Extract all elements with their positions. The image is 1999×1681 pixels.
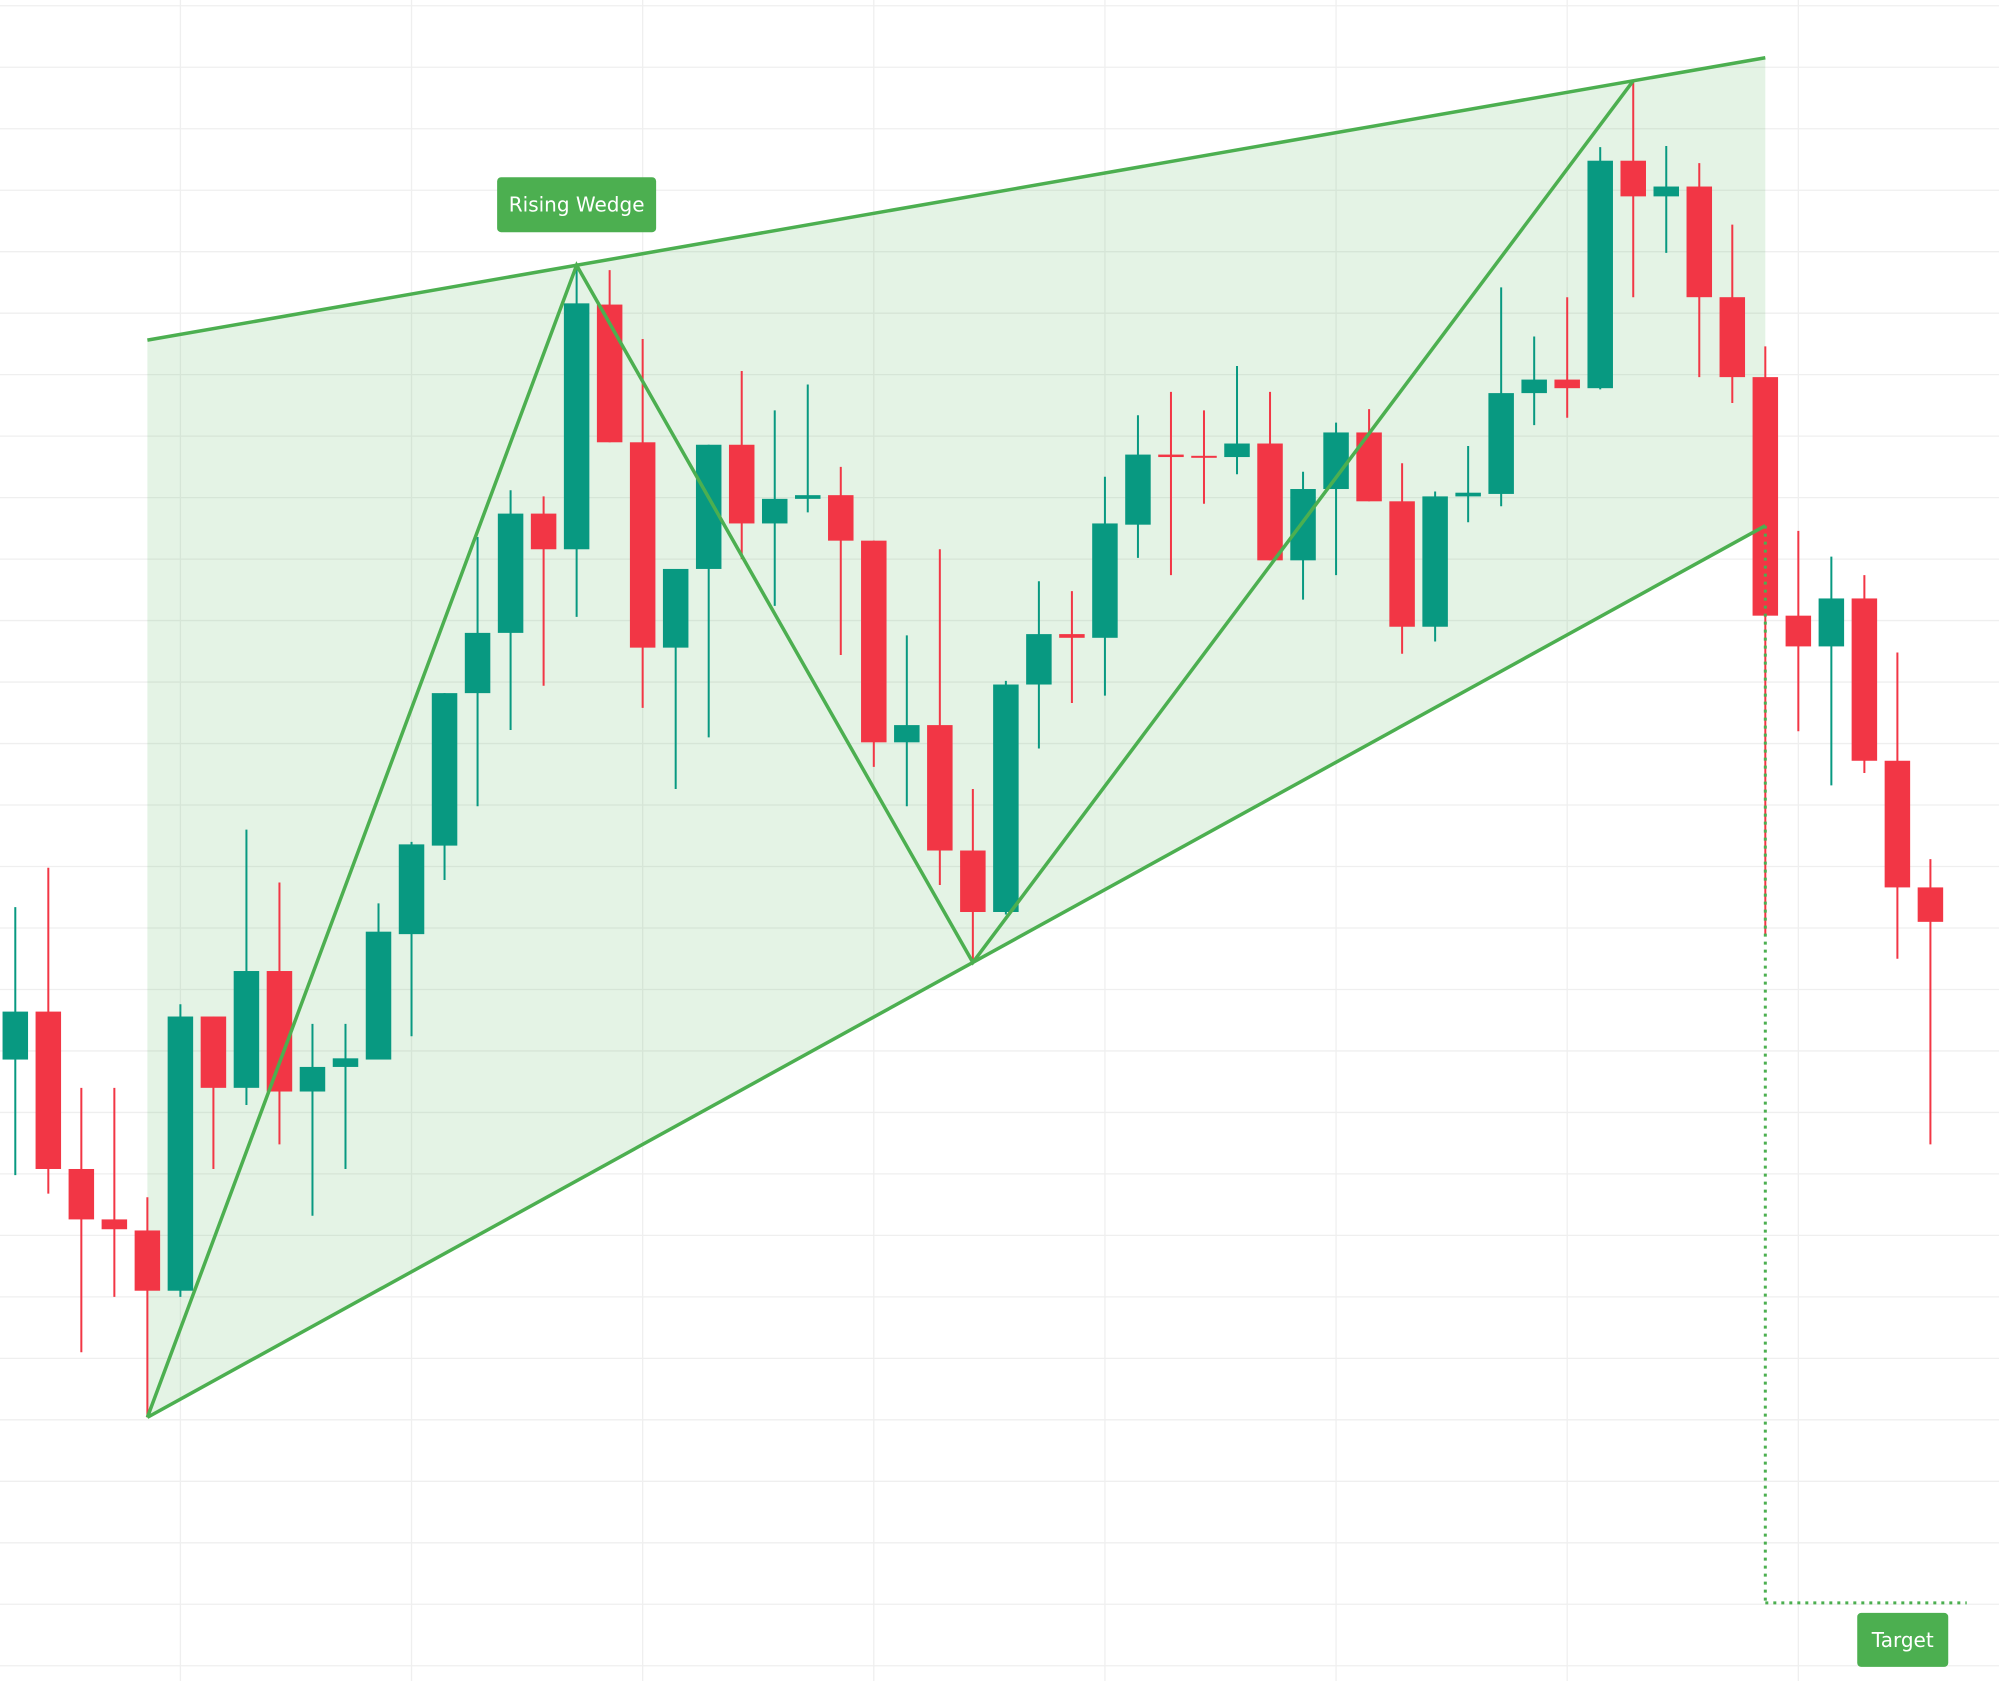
candle-body xyxy=(1026,634,1052,685)
candle-body xyxy=(1488,393,1514,494)
candle-body xyxy=(266,971,293,1092)
candle-body xyxy=(993,684,1019,913)
candle-body xyxy=(332,1058,359,1067)
candle-body xyxy=(431,693,458,846)
candle-body xyxy=(1917,887,1944,922)
wedge-lower-line xyxy=(146,524,1767,1419)
candle-body xyxy=(365,931,392,1060)
candle-body xyxy=(68,1168,95,1220)
candle-body xyxy=(1257,443,1283,561)
candle-body xyxy=(1422,496,1448,627)
candle-body xyxy=(134,1230,161,1291)
candle-body xyxy=(398,844,425,935)
candle-body xyxy=(1125,454,1151,525)
candle-body xyxy=(1059,634,1085,638)
candle-body xyxy=(1158,454,1184,458)
candle-body xyxy=(35,1011,62,1169)
pattern-label: Rising Wedge xyxy=(509,193,645,217)
candle-body xyxy=(828,495,854,541)
candle-body xyxy=(1554,379,1580,389)
candle-body xyxy=(1785,615,1812,647)
candle-body xyxy=(728,444,755,524)
target-label: Target xyxy=(1871,1628,1934,1652)
candle-body xyxy=(695,444,722,569)
target-label-box xyxy=(1857,1612,1949,1667)
candle-body xyxy=(299,1066,326,1092)
candle-body xyxy=(1455,492,1481,497)
candle-body xyxy=(1290,489,1316,561)
candle-body xyxy=(1521,379,1547,394)
candle-body xyxy=(1719,297,1746,378)
candle-body xyxy=(629,442,656,648)
candle-body xyxy=(167,1016,194,1291)
candle-body xyxy=(1389,501,1415,627)
candle-body xyxy=(1323,432,1349,490)
candle-body xyxy=(861,540,887,743)
candle-body xyxy=(1224,443,1250,458)
candle-body xyxy=(464,632,491,694)
candle-body xyxy=(761,498,788,524)
candle-body xyxy=(1191,455,1217,458)
candle-body xyxy=(497,513,524,633)
candle-body xyxy=(233,971,260,1088)
wedge-area xyxy=(147,57,1766,1418)
candle-body xyxy=(200,1016,227,1088)
candle-body xyxy=(1884,760,1911,888)
candle-body xyxy=(1818,598,1845,647)
candle-body xyxy=(1620,160,1646,197)
candle-body xyxy=(1092,523,1118,638)
candle-body xyxy=(894,725,920,743)
candle-body xyxy=(1752,377,1779,616)
candle-body xyxy=(596,304,623,443)
candle-body xyxy=(960,850,986,913)
candle-body xyxy=(927,725,953,851)
candle-body xyxy=(101,1219,128,1230)
candle-body xyxy=(1851,598,1878,761)
candle-body xyxy=(662,568,689,648)
candle-body xyxy=(563,303,590,550)
wedge-upper-line xyxy=(147,56,1766,342)
candle-body xyxy=(1686,186,1713,298)
zigzag-line xyxy=(145,79,1635,1418)
candle-body xyxy=(2,1011,29,1060)
candle-body xyxy=(795,495,821,499)
candle-body xyxy=(530,513,557,550)
candle-body xyxy=(1587,160,1613,389)
candle-body xyxy=(1653,186,1680,197)
pattern-label-box xyxy=(497,177,657,233)
